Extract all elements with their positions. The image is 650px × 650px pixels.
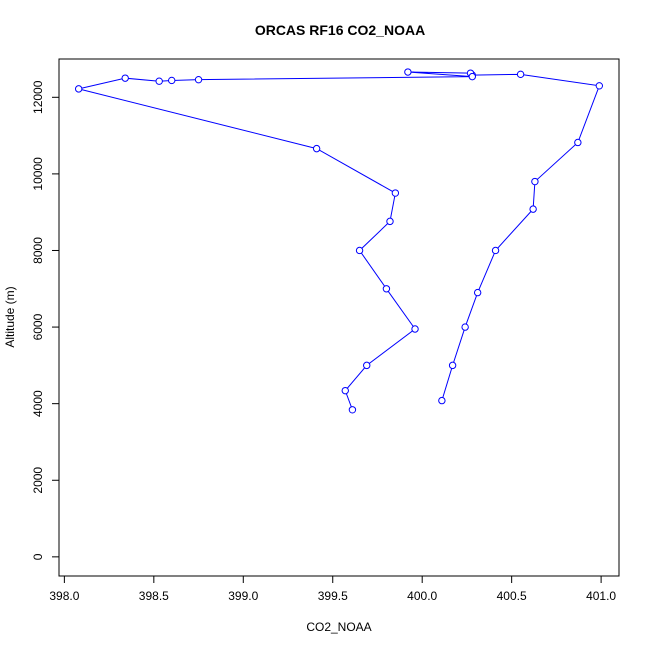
x-tick-label: 398.0	[49, 589, 79, 603]
chart-title: ORCAS RF16 CO2_NOAA	[255, 22, 425, 38]
series-line	[78, 71, 601, 410]
data-point	[448, 361, 457, 370]
plot-frame	[58, 58, 620, 577]
x-tick-label: 398.5	[139, 589, 169, 603]
data-point	[121, 74, 129, 82]
data-point	[595, 82, 604, 90]
y-tick-label: 10000	[31, 157, 45, 191]
x-axis: 398.0 398.5 399.0 399.5 400.0 400.5 401.0	[49, 576, 616, 603]
y-tick-label: 6000	[31, 313, 45, 340]
data-point	[516, 70, 525, 79]
data-point	[74, 85, 83, 93]
y-tick-label: 2000	[31, 467, 45, 494]
data-point	[574, 138, 582, 147]
data-point	[168, 76, 176, 85]
y-tick-label: 4000	[31, 390, 45, 417]
data-point	[155, 77, 163, 85]
data-point	[473, 288, 482, 297]
x-tick-label: 401.0	[586, 589, 616, 603]
data-point	[348, 406, 357, 414]
y-tick-label: 8000	[31, 237, 45, 264]
series-layer	[74, 68, 604, 414]
data-point	[468, 72, 476, 81]
data-point	[386, 217, 394, 226]
data-point	[529, 205, 537, 213]
data-point	[363, 361, 371, 370]
data-point	[461, 323, 469, 331]
x-axis-label: CO2_NOAA	[306, 620, 371, 634]
data-point	[531, 177, 539, 186]
data-point	[341, 386, 349, 395]
x-tick-label: 399.5	[318, 589, 348, 603]
y-axis: 0 2000 4000 6000 8000 10000 12000	[31, 80, 59, 560]
data-point	[382, 285, 391, 293]
x-tick-label: 400.5	[497, 589, 527, 603]
data-point	[355, 246, 364, 255]
data-point	[312, 144, 321, 153]
data-point	[404, 68, 412, 76]
y-tick-label: 0	[31, 553, 45, 560]
y-axis-label: Altitude (m)	[3, 286, 17, 347]
x-tick-label: 400.0	[407, 589, 437, 603]
data-point	[438, 396, 446, 405]
data-point	[391, 189, 400, 197]
y-tick-label: 12000	[31, 80, 45, 114]
x-tick-label: 399.0	[228, 589, 258, 603]
data-point	[194, 75, 203, 84]
data-point	[491, 246, 500, 255]
data-point	[411, 325, 419, 333]
